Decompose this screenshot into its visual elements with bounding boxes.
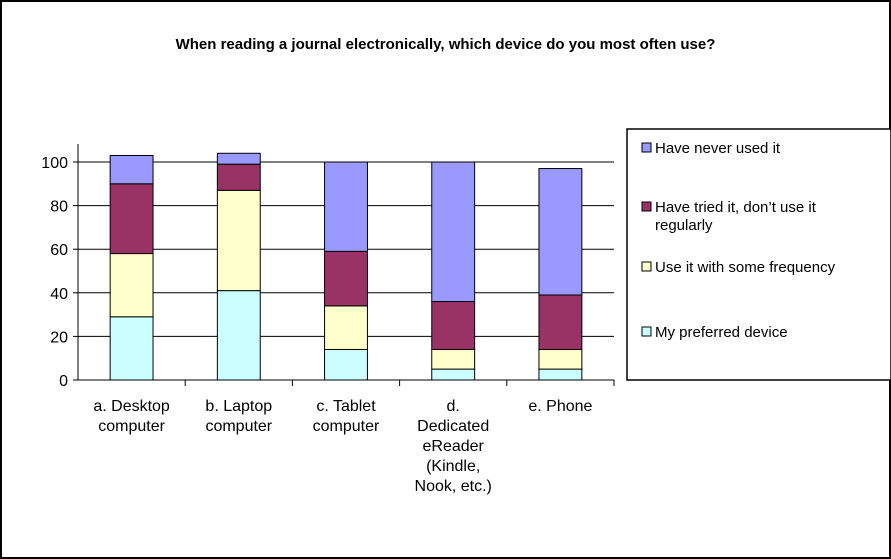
legend-label: Have tried it, don’t use it <box>655 199 817 216</box>
bar-segment <box>109 154 154 185</box>
y-tick-label: 20 <box>50 329 68 346</box>
bar-segment <box>109 253 154 318</box>
x-category-label: (Kindle, <box>426 458 480 475</box>
legend-box <box>626 128 891 381</box>
bar-segment <box>324 161 368 252</box>
bar-segment <box>216 290 261 381</box>
y-tick-label: 60 <box>50 242 68 259</box>
bar-segment <box>538 168 583 296</box>
y-tick-label: 100 <box>41 155 68 172</box>
legend-swatch <box>641 201 652 212</box>
x-category-label: a. Desktop <box>93 398 170 415</box>
bar-segment <box>216 189 261 292</box>
y-tick-label: 40 <box>50 286 68 303</box>
bar-segment <box>324 305 368 350</box>
x-category-label: computer <box>98 418 165 435</box>
chart-title: When reading a journal electronically, w… <box>175 36 716 53</box>
x-category-label: b. Laptop <box>205 398 272 415</box>
bar-segment <box>431 348 476 370</box>
bar-segment <box>431 161 476 303</box>
x-category-label: c. Tablet <box>316 398 376 415</box>
x-category-label: d. <box>447 398 460 415</box>
y-tick-label: 80 <box>50 199 68 216</box>
legend-label: Use it with some frequency <box>655 259 836 276</box>
bar-segment <box>538 348 583 370</box>
x-category-label: eReader <box>423 438 485 455</box>
bar-segment <box>538 294 583 350</box>
bar-segment <box>324 250 368 307</box>
bar-segment <box>109 183 154 255</box>
x-category-label: Dedicated <box>417 418 489 435</box>
x-category-label: e. Phone <box>528 398 592 415</box>
x-category-label: computer <box>205 418 272 435</box>
x-category-label: Nook, etc.) <box>415 478 492 495</box>
bar-segment <box>216 163 261 191</box>
bar-segment <box>538 368 583 381</box>
bar-segment <box>431 301 476 350</box>
legend-label: Have never used it <box>655 140 781 157</box>
bar-segment <box>216 152 261 165</box>
legend-swatch <box>641 142 652 153</box>
x-category-label: computer <box>313 418 380 435</box>
legend-swatch <box>641 326 652 337</box>
bar-segment <box>431 368 476 381</box>
legend-label: regularly <box>655 217 713 234</box>
legend-swatch <box>641 261 652 272</box>
bar-segment <box>109 316 154 381</box>
bar-segment <box>324 348 368 381</box>
y-tick-label: 0 <box>59 373 68 390</box>
legend-label: My preferred device <box>655 324 788 341</box>
